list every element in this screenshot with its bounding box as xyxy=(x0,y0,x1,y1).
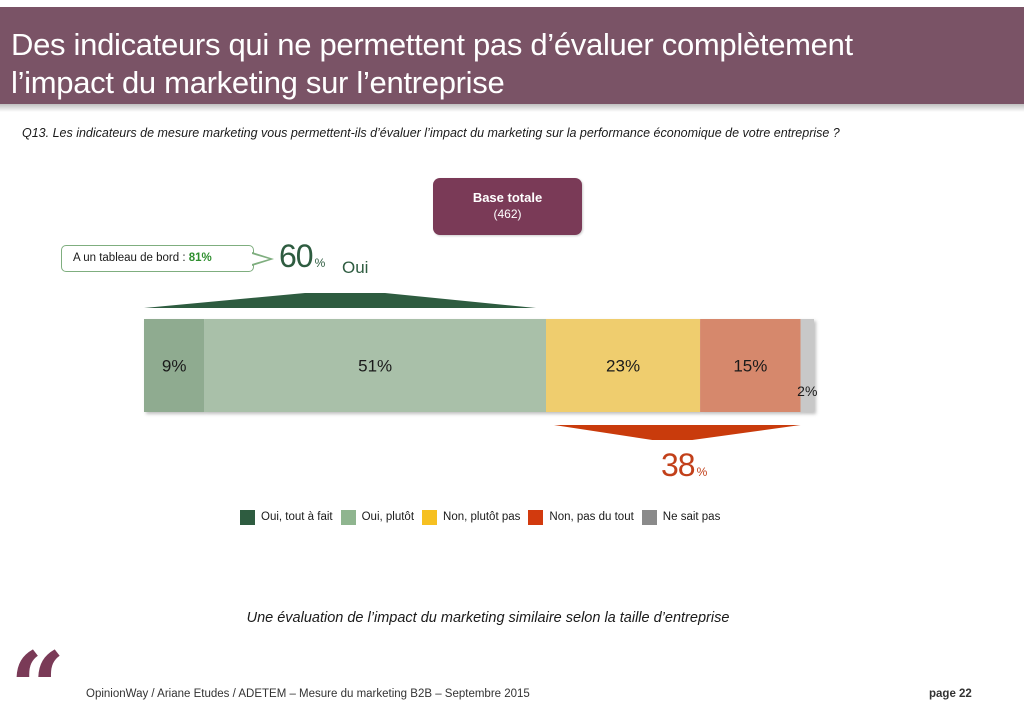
page-number: page 22 xyxy=(929,688,972,700)
conclusion-text: Une évaluation de l’impact du marketing … xyxy=(246,610,730,626)
slide-title: Des indicateurs qui ne permettent pas d’… xyxy=(11,26,1011,102)
oui-label: Oui xyxy=(342,258,369,277)
legend-item-5: Ne sait pas xyxy=(641,509,721,525)
question-text: Q13. Les indicateurs de mesure marketing… xyxy=(22,126,840,140)
bar-label-1: 9% xyxy=(162,357,187,376)
bar-segment-4 xyxy=(700,319,801,412)
legend-swatch xyxy=(340,509,356,525)
chart-legend: Oui, tout à fait Oui, plutôt Non, plutôt p… xyxy=(240,508,728,526)
bar-segment-3 xyxy=(546,319,701,412)
legend-label: Oui, tout à fait xyxy=(261,511,333,523)
bar-label-2: 51% xyxy=(358,357,392,376)
base-label: Base totale xyxy=(472,190,543,205)
non-bracket xyxy=(554,425,801,440)
non-total-number: 38 xyxy=(661,447,696,483)
legend-label: Ne sait pas xyxy=(662,511,721,523)
bar-segment-5 xyxy=(800,319,814,412)
legend-swatch xyxy=(422,509,438,525)
non-total: 38% xyxy=(661,447,707,484)
callout-label: A un tableau de bord : xyxy=(73,252,189,264)
legend-label: Oui, plutôt xyxy=(361,511,415,523)
title-line-2: l’impact du marketing sur l’entreprise xyxy=(11,65,505,100)
legend-item-2: Oui, plutôt xyxy=(340,509,415,525)
bar-label-4: 15% xyxy=(733,357,767,376)
oui-total-number: 60 xyxy=(279,238,314,274)
legend-label: Non, plutôt pas xyxy=(443,511,521,523)
legend-label: Non, pas du tout xyxy=(549,511,634,523)
quote-mark-icon: “ xyxy=(10,631,66,724)
base-count: (462) xyxy=(493,207,522,221)
bar-segment-1 xyxy=(144,319,205,412)
base-box: Base totale (462) xyxy=(433,178,582,235)
title-line-1: Des indicateurs qui ne permettent pas d’… xyxy=(11,27,853,62)
header-bar xyxy=(0,7,1024,104)
oui-total: 60% xyxy=(279,238,325,275)
header-shadow xyxy=(0,104,1024,112)
non-total-percent-sign: % xyxy=(696,465,708,479)
bar-label-5: 2% xyxy=(797,383,817,399)
oui-bracket xyxy=(144,293,536,308)
callout-pointer-inner xyxy=(252,254,269,264)
dashboard-callout: A un tableau de bord : 81% xyxy=(61,245,254,272)
bar-label-3: 23% xyxy=(606,357,640,376)
footer-source: OpinionWay / Ariane Etudes / ADETEM – Me… xyxy=(86,688,530,700)
legend-swatch xyxy=(240,509,255,525)
legend-item-4: Non, pas du tout xyxy=(528,509,634,525)
legend-item-1: Oui, tout à fait xyxy=(240,509,333,525)
callout-value: 81% xyxy=(188,252,212,264)
legend-item-3: Non, plutôt pas xyxy=(422,509,521,525)
legend-swatch xyxy=(528,509,544,525)
legend-swatch xyxy=(641,509,657,525)
oui-total-percent-sign: % xyxy=(314,256,326,270)
bar-segment-2 xyxy=(204,319,547,412)
